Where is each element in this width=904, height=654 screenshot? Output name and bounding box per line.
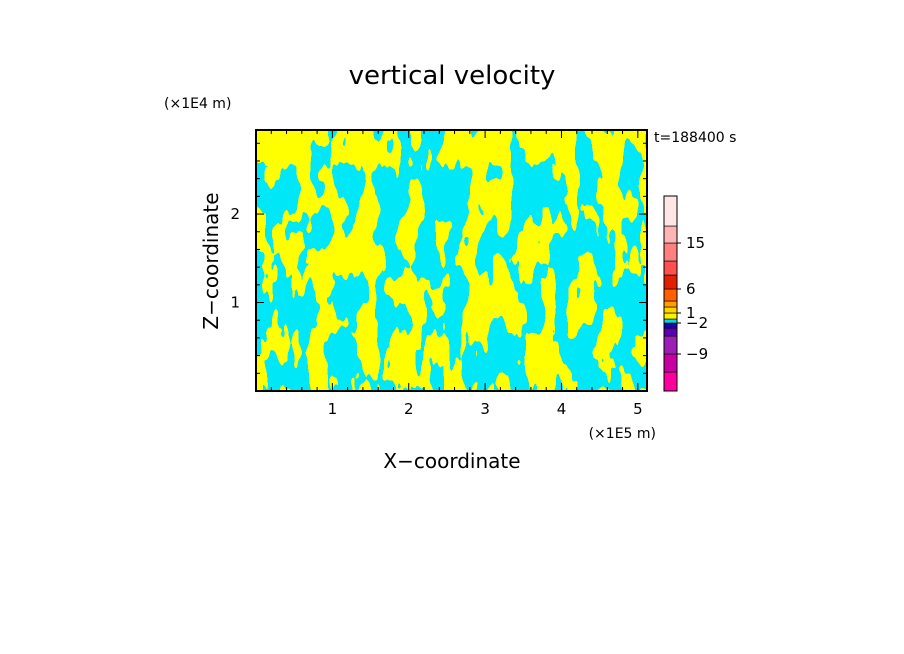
- colorbar-tick-label: −9: [686, 345, 708, 363]
- time-label: t=188400 s: [654, 130, 736, 146]
- colorbar-swatch: [663, 274, 678, 290]
- x-axis-unit: (×1E5 m): [589, 426, 656, 442]
- colorbar-swatch: [663, 195, 678, 227]
- colorbar-swatch: [663, 353, 678, 373]
- colorbar-swatch: [663, 225, 678, 244]
- colorbar-tick-label: 15: [686, 234, 705, 252]
- x-tick-label: 1: [328, 400, 338, 418]
- colorbar-swatch: [663, 322, 678, 329]
- plot-frame: [255, 129, 648, 392]
- y-axis-unit: (×1E4 m): [164, 96, 231, 112]
- colorbar-swatch: [663, 335, 678, 355]
- colorbar-swatch: [663, 312, 678, 320]
- colorbar-swatch: [663, 242, 678, 262]
- colorbar-swatch: [663, 327, 678, 337]
- colorbar-swatch: [663, 288, 678, 302]
- y-tick-label: 1: [230, 294, 240, 312]
- colorbar-swatch: [663, 260, 678, 276]
- y-axis-label: Z−coordinate: [199, 192, 223, 329]
- x-tick-label: 2: [404, 400, 414, 418]
- colorbar-swatch: [663, 371, 678, 392]
- chart-title: vertical velocity: [349, 61, 556, 91]
- colorbar: 15 6 1−2 −9: [663, 195, 708, 392]
- colorbar-swatch: [663, 300, 678, 308]
- y-axis-ticks: 12: [230, 142, 647, 374]
- colorbar-swatch: [663, 318, 678, 324]
- x-tick-label: 4: [557, 400, 567, 418]
- colorbar-tick-label: 6: [686, 280, 696, 298]
- x-axis-ticks: 1 2 3 4 5: [270, 130, 643, 418]
- colorbar-tick-label: −2: [686, 314, 708, 332]
- plot-area: [255, 129, 648, 392]
- x-axis-label: X−coordinate: [383, 449, 520, 473]
- heatmap-field: [256, 130, 647, 391]
- colorbar-tick-label: 1: [686, 304, 696, 322]
- colorbar-frame: [663, 195, 678, 392]
- y-tick-label: 2: [230, 205, 240, 223]
- x-tick-label: 3: [480, 400, 490, 418]
- colorbar-swatch: [663, 306, 678, 314]
- x-tick-label: 5: [633, 400, 643, 418]
